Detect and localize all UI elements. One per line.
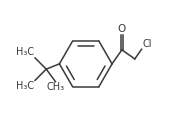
Text: Cl: Cl <box>142 39 152 49</box>
Text: CH₃: CH₃ <box>46 82 65 92</box>
Text: H₃C: H₃C <box>16 81 34 91</box>
Text: H₃C: H₃C <box>16 47 34 57</box>
Text: O: O <box>118 24 126 34</box>
